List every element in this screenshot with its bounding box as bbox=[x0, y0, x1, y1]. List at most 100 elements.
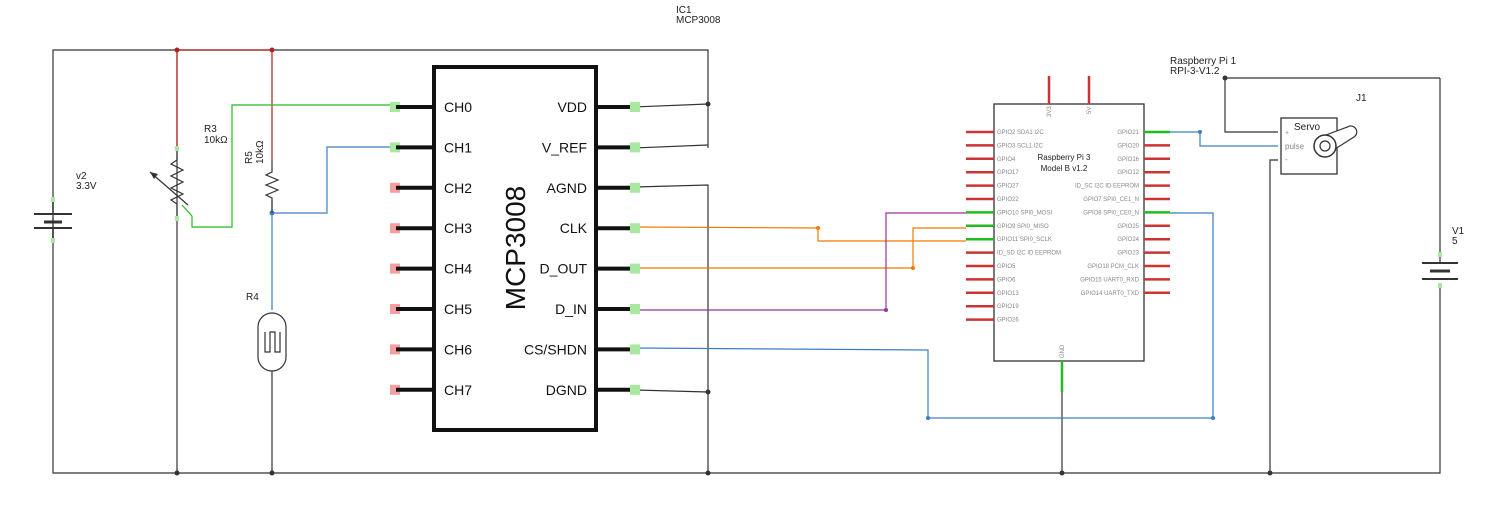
rpi-pin-gpio14-uart0-txd[interactable]: GPIO14 UART0_TXD bbox=[1081, 291, 1170, 297]
junction-dot bbox=[1222, 75, 1228, 81]
r3-ref-label: R3 bbox=[204, 124, 217, 135]
rpi-pin-gpio11-spi0-sclk[interactable]: GPIO11 SPI0_SCLK bbox=[966, 237, 1052, 243]
rpi-pin-gpio3-scl1-i2c[interactable]: GPIO3 SCL1 I2C bbox=[966, 143, 1044, 149]
rpi-pin-gpio9-spi0-miso[interactable]: GPIO9 SPI0_MISO bbox=[966, 224, 1049, 230]
mcp-pin-d-out[interactable]: D_OUT bbox=[540, 261, 640, 277]
mcp-pin-ch7[interactable]: CH7 bbox=[390, 382, 472, 398]
rpi-title-line1: Raspberry Pi 3 bbox=[1038, 153, 1091, 162]
rpi-pin-label: GPIO11 SPI0_SCLK bbox=[997, 237, 1052, 243]
rpi-pin-label: GPIO19 bbox=[997, 304, 1019, 310]
servo-plus-wire bbox=[1224, 78, 1278, 133]
mcp-pin-ch6[interactable]: CH6 bbox=[390, 341, 472, 357]
rpi-pin-label: GPIO17 bbox=[997, 170, 1019, 176]
rpi-pin-id-sc-i2c-id-eeprom[interactable]: ID_SC I2C ID EEPROM bbox=[1075, 184, 1170, 190]
rpi-pin-gpio27[interactable]: GPIO27 bbox=[966, 184, 1019, 190]
rpi-pin-gpio25[interactable]: GPIO25 bbox=[1117, 224, 1170, 230]
junction-dot bbox=[926, 416, 930, 420]
mcp-pin-d-in[interactable]: D_IN bbox=[555, 301, 640, 317]
j1-ref-label: J1 bbox=[1356, 93, 1367, 104]
junction-dot bbox=[174, 470, 180, 476]
junction-dot bbox=[269, 470, 275, 476]
rpi-pin-gpio22[interactable]: GPIO22 bbox=[966, 197, 1019, 203]
rpi-pin-gpio19[interactable]: GPIO19 bbox=[966, 304, 1019, 310]
mcp-pin-label: CH3 bbox=[444, 220, 472, 236]
mcp-pin-label: CH2 bbox=[444, 180, 472, 196]
rpi-pin-label: GPIO10 SPI0_MOSI bbox=[997, 210, 1052, 216]
mcp-pin-dgnd[interactable]: DGND bbox=[546, 382, 640, 398]
mcp-pin-ch3[interactable]: CH3 bbox=[390, 220, 472, 236]
mcp-pin-ch5[interactable]: CH5 bbox=[390, 301, 472, 317]
servo-j1[interactable]: J1 Servo + pulse - bbox=[1280, 93, 1367, 175]
orange-wires bbox=[633, 226, 966, 269]
mcp-pin-ch2[interactable]: CH2 bbox=[390, 180, 472, 196]
rpi-pin-label: ID_SD I2C ID EEPROM bbox=[997, 251, 1061, 257]
rpi-pin-gpio12[interactable]: GPIO12 bbox=[1117, 170, 1170, 176]
rpi-pin-gpio8-spi0-ce0-n[interactable]: GPIO8 SPI0_CE0_N bbox=[1083, 210, 1170, 216]
din-purple-wire bbox=[634, 212, 966, 311]
rpi-pin-gpio10-spi0-mosi[interactable]: GPIO10 SPI0_MOSI bbox=[966, 210, 1052, 216]
rpi-pin-gpio18-pcm-clk[interactable]: GPIO18 PCM_CLK bbox=[1087, 264, 1170, 270]
rpi-pin-gpio21[interactable]: GPIO21 bbox=[1117, 130, 1170, 136]
rpi-pin-label: GPIO18 PCM_CLK bbox=[1087, 264, 1139, 270]
servo-pin-pulse-label: pulse bbox=[1285, 142, 1305, 151]
raspberry-pi-3[interactable]: Raspberry Pi 1 RPI-3-V1.2 Raspberry Pi 3… bbox=[966, 56, 1237, 392]
rpi-pin-label: GPIO8 SPI0_CE0_N bbox=[1083, 210, 1139, 216]
vdd-wire bbox=[633, 103, 709, 108]
mcp-pin-label: DGND bbox=[546, 382, 587, 398]
mcp-right-pins: VDD V_REF AGND CLK D_OUT D_IN CS/SHDN DGND bbox=[524, 99, 640, 398]
rpi-pin-gpio4[interactable]: GPIO4 bbox=[966, 157, 1016, 163]
rpi-pin-label: GPIO21 bbox=[1117, 130, 1139, 136]
rpi-pin-label: GPIO9 SPI0_MISO bbox=[997, 224, 1049, 230]
mcp-pin-ch4[interactable]: CH4 bbox=[390, 261, 472, 277]
rpi-pin-gpio20[interactable]: GPIO20 bbox=[1117, 143, 1170, 149]
rpi-pin-gpio5[interactable]: GPIO5 bbox=[966, 264, 1016, 270]
battery-v2[interactable]: v2 3.3V bbox=[34, 171, 97, 240]
blue-wires bbox=[271, 131, 1278, 419]
rpi-pin-gpio7-spi0-ce1-n[interactable]: GPIO7 SPI0_CE1_N bbox=[1083, 197, 1170, 203]
servo-pin-minus-label: - bbox=[1285, 155, 1288, 164]
ic1-body-title: MCP3008 bbox=[500, 186, 531, 311]
mcp-pin-v-ref[interactable]: V_REF bbox=[542, 139, 640, 155]
rpi-pin-gpio6[interactable]: GPIO6 bbox=[966, 277, 1016, 283]
rpi-pin-gpio26[interactable]: GPIO26 bbox=[966, 318, 1019, 324]
junction-dot bbox=[1059, 470, 1065, 476]
mcp-pin-label: AGND bbox=[547, 180, 587, 196]
rpi-pin-gpio2-sda1-i2c[interactable]: GPIO2 SDA1 I2C bbox=[966, 130, 1044, 136]
mcp-pin-ch0[interactable]: CH0 bbox=[390, 99, 472, 115]
rpi-title-line2: Model B v1.2 bbox=[1041, 164, 1088, 173]
rpi-pin-gpio24[interactable]: GPIO24 bbox=[1117, 237, 1170, 243]
mcp-pin-vdd[interactable]: VDD bbox=[557, 99, 640, 115]
junction-dot bbox=[705, 470, 711, 476]
resistor-r5[interactable]: R5 10kΩ bbox=[244, 140, 280, 213]
dout-orange-wire bbox=[634, 227, 966, 269]
rpi-pin-label: GPIO23 bbox=[1117, 251, 1139, 257]
rpi-pin-id-sd-i2c-id-eeprom[interactable]: ID_SD I2C ID EEPROM bbox=[966, 251, 1061, 257]
mcp-pin-ch1[interactable]: CH1 bbox=[390, 139, 472, 155]
photoresistor-r4[interactable]: R4 bbox=[246, 292, 287, 372]
pin-stubs bbox=[51, 146, 1442, 288]
junction-dot bbox=[1211, 416, 1215, 420]
battery-v1[interactable]: V1 5 bbox=[1422, 226, 1465, 280]
rpi-pin-gpio17[interactable]: GPIO17 bbox=[966, 170, 1019, 176]
mcp-pin-cs-shdn[interactable]: CS/SHDN bbox=[524, 341, 640, 357]
mcp-pin-label: D_IN bbox=[555, 301, 587, 317]
ic-mcp3008[interactable]: IC1 MCP3008 MCP3008 CH0CH1CH2CH3CH4CH5CH… bbox=[390, 5, 721, 432]
servo-horn-icon bbox=[1313, 125, 1358, 158]
rpi-pin-gpio23[interactable]: GPIO23 bbox=[1117, 251, 1170, 257]
mcp-pin-agnd[interactable]: AGND bbox=[547, 180, 640, 196]
mcp-pin-clk[interactable]: CLK bbox=[560, 220, 640, 236]
junction-dot bbox=[705, 389, 711, 395]
ic1-ref-label: IC1 bbox=[676, 5, 692, 16]
mcp-left-pins: CH0 CH1 CH2 CH3 CH4 CH5 CH6 CH7 bbox=[390, 99, 472, 398]
potentiometer-r3[interactable]: R3 10kΩ bbox=[149, 124, 228, 217]
rpi-pin-gpio15-uart0-rxd[interactable]: GPIO15 UART0_RXD bbox=[1080, 277, 1170, 283]
rpi-pin-gpio16[interactable]: GPIO16 bbox=[1117, 157, 1170, 163]
mcp-pin-label: CH5 bbox=[444, 301, 472, 317]
clk-orange-wire bbox=[633, 226, 966, 242]
rpi-pin-label: GPIO4 bbox=[997, 157, 1016, 163]
ic1-part-label: MCP3008 bbox=[676, 15, 721, 26]
rpi-pin-label: GPIO16 bbox=[1117, 157, 1139, 163]
rpi-pin-gpio13[interactable]: GPIO13 bbox=[966, 291, 1019, 297]
rpi-pin-label: GPIO15 UART0_RXD bbox=[1080, 277, 1140, 283]
black-wires bbox=[52, 49, 1441, 474]
